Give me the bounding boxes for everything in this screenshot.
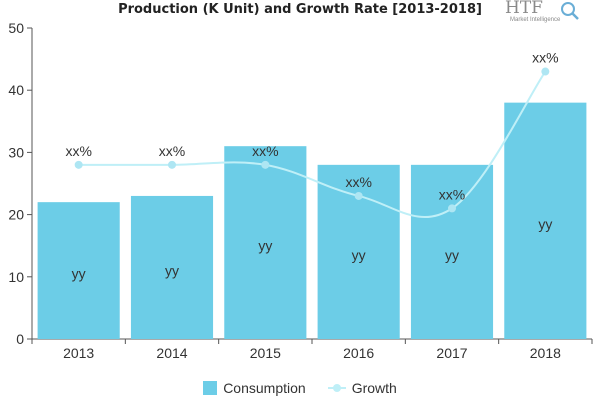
bar-data-label: yy [165, 262, 179, 278]
x-tick-label: 2018 [530, 345, 561, 361]
y-tick-label: 30 [8, 144, 24, 160]
growth-data-label: xx% [439, 186, 465, 202]
legend-item-growth[interactable]: Growth [327, 380, 397, 396]
x-tick-label: 2016 [343, 345, 374, 361]
growth-data-label: xx% [345, 174, 371, 190]
chart-title: Production (K Unit) and Growth Rate [201… [118, 2, 482, 17]
bar-2018 [504, 102, 587, 339]
chart-legend: Consumption Growth [0, 378, 600, 398]
logo-letters: HTF [505, 0, 543, 18]
x-tick-label: 2014 [156, 345, 187, 361]
chart-plot: 0 10 20 30 40 50 yy 2013 yy 2014 yy 2015 yy 2016 yy 201… [8, 20, 593, 361]
bar-data-label: yy [445, 247, 459, 263]
growth-data-label: xx% [159, 143, 185, 159]
growth-point-2015 [261, 160, 270, 169]
growth-point-2016 [354, 191, 363, 200]
bar-2013 [37, 202, 120, 339]
bar-2017 [410, 164, 494, 339]
legend-swatch-consumption [203, 381, 218, 395]
bar-2015 [224, 146, 307, 339]
y-tick-label: 20 [8, 207, 24, 223]
magnifier-icon [561, 2, 579, 20]
x-tick-label: 2017 [436, 345, 467, 361]
growth-data-label: xx% [252, 143, 278, 159]
y-tick-label: 10 [8, 269, 24, 285]
growth-point-2018 [541, 67, 550, 76]
growth-point-2013 [74, 160, 83, 169]
bar-data-label: yy [538, 216, 552, 232]
y-tick-label: 0 [16, 331, 24, 347]
x-tick-label: 2013 [63, 345, 94, 361]
legend-label-growth: Growth [351, 380, 397, 396]
bar-data-label: yy [258, 238, 272, 254]
y-tick-label: 40 [8, 82, 24, 98]
growth-data-label: xx% [65, 143, 91, 159]
y-tick-label: 50 [8, 20, 24, 36]
bar-2014 [130, 195, 214, 339]
bar-data-label: yy [352, 247, 366, 263]
legend-swatch-growth [327, 381, 346, 395]
logo-subtitle: Market Intelligence [510, 17, 561, 23]
growth-point-2017 [448, 204, 456, 213]
x-tick-label: 2015 [250, 345, 281, 361]
legend-item-consumption[interactable]: Consumption [203, 380, 306, 396]
htf-logo: HTF Market Intelligence [503, 0, 583, 26]
growth-data-label: xx% [532, 50, 558, 66]
bar-data-label: yy [72, 266, 86, 282]
legend-label-consumption: Consumption [223, 380, 306, 396]
growth-point-2014 [168, 160, 176, 169]
